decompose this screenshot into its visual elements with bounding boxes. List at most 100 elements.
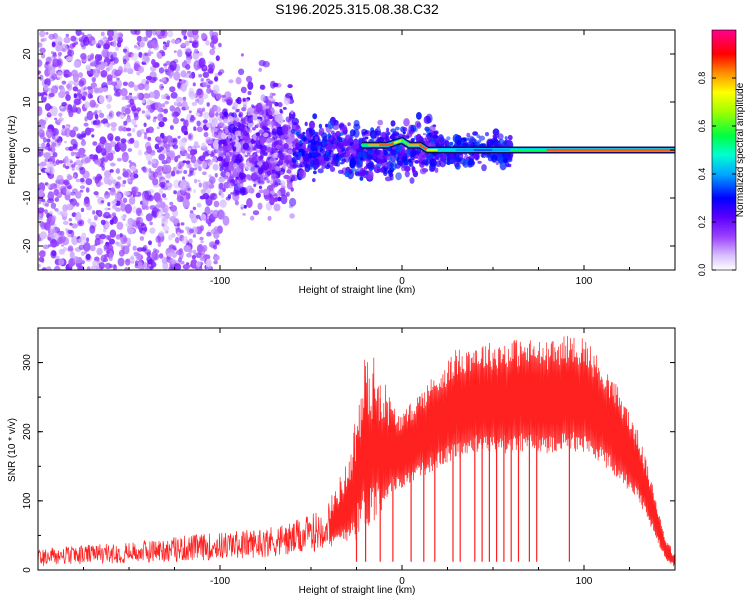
spectral-point (322, 135, 328, 143)
spectral-point (47, 244, 52, 248)
spectral-point (225, 157, 231, 163)
spectral-point (81, 96, 86, 100)
spectral-point (403, 118, 410, 127)
spectral-point (136, 35, 143, 42)
spectral-point (125, 258, 131, 266)
spectral-point (212, 84, 220, 95)
spectral-point (131, 187, 137, 195)
spectral-point (121, 96, 126, 101)
spectral-point (179, 139, 186, 148)
spectral-point (485, 132, 489, 137)
spectral-point (128, 196, 136, 205)
snr-xtick-label: 100 (576, 576, 593, 587)
spectral-point (222, 141, 228, 147)
spectral-point (219, 166, 224, 172)
spectral-point (263, 132, 269, 138)
spectral-point (166, 40, 171, 44)
spectral-point (64, 90, 70, 96)
spectral-point (193, 167, 198, 171)
spectral-point (173, 263, 182, 270)
spectral-point (218, 182, 224, 190)
spectral-point (250, 138, 255, 144)
trace-segment (393, 139, 404, 144)
spectral-point (260, 94, 266, 102)
snr-xlabel: Height of straight line (km) (299, 585, 416, 596)
spectral-point (146, 267, 151, 270)
spectral-point (409, 177, 415, 184)
spectral-point (169, 205, 178, 212)
spectral-point (182, 198, 190, 209)
spectral-point (394, 144, 403, 153)
spectral-point (332, 156, 339, 165)
spectral-point (211, 228, 218, 235)
spectral-point (65, 188, 71, 195)
spectral-point (145, 109, 151, 117)
spectral-point (38, 214, 42, 218)
spectral-point (207, 64, 214, 69)
spectral-point (78, 72, 83, 78)
spectral-point (116, 77, 120, 81)
spectral-point (179, 170, 183, 174)
colorbar-tick-label: 0.4 (697, 168, 707, 181)
spectral-point (137, 149, 143, 156)
spectral-point (466, 132, 471, 138)
spectral-point (118, 125, 123, 132)
spectral-point (402, 127, 408, 132)
spectral-point (94, 176, 100, 184)
spectral-point (54, 134, 59, 140)
spectral-point (104, 253, 110, 258)
spectral-point (134, 260, 139, 266)
spectral-point (432, 134, 439, 139)
spectral-point (130, 30, 138, 35)
spectrogram-xtick-label: -100 (210, 276, 230, 287)
spectral-point (180, 118, 185, 122)
spectral-point (172, 139, 177, 143)
spectral-point (214, 239, 220, 245)
spectral-point (242, 213, 246, 216)
spectral-point (349, 129, 356, 137)
spectral-point (422, 133, 426, 136)
spectral-point (59, 86, 66, 95)
spectral-point (376, 158, 380, 164)
spectral-point (155, 235, 161, 243)
spectral-point (297, 162, 302, 169)
spectral-point (274, 114, 282, 123)
spectral-point (192, 249, 197, 253)
spectral-point (258, 67, 263, 72)
spectral-point (175, 170, 181, 175)
spectral-point (359, 176, 364, 181)
spectral-point (162, 217, 167, 223)
spectral-point (58, 235, 66, 243)
spectral-point (283, 155, 288, 161)
spectral-point (105, 223, 110, 229)
spectral-point (252, 147, 257, 151)
spectral-point (365, 170, 369, 176)
spectral-point (238, 172, 247, 179)
spectral-point (405, 135, 410, 139)
spectral-point (146, 145, 153, 155)
spectral-point (87, 218, 92, 224)
spectral-point (97, 39, 104, 47)
spectral-point (385, 137, 390, 142)
spectral-point (189, 91, 197, 100)
spectral-point (166, 156, 171, 164)
spectral-point (144, 52, 149, 57)
spectral-point (50, 202, 57, 209)
spectral-point (359, 168, 366, 177)
spectral-point (369, 130, 377, 139)
spectral-point (257, 116, 261, 120)
spectral-point (192, 206, 197, 211)
spectral-point (115, 168, 120, 174)
spectral-point (72, 104, 77, 110)
spectral-point (156, 126, 160, 130)
spectral-point (211, 124, 215, 127)
spectral-point (129, 98, 135, 106)
spectral-point (122, 58, 127, 65)
spectral-point (143, 82, 150, 91)
spectral-point (83, 36, 90, 46)
spectral-point (192, 171, 196, 176)
spectral-point (233, 163, 238, 168)
spectral-point (276, 190, 281, 197)
spectral-point (63, 140, 68, 144)
spectral-point (188, 228, 195, 234)
